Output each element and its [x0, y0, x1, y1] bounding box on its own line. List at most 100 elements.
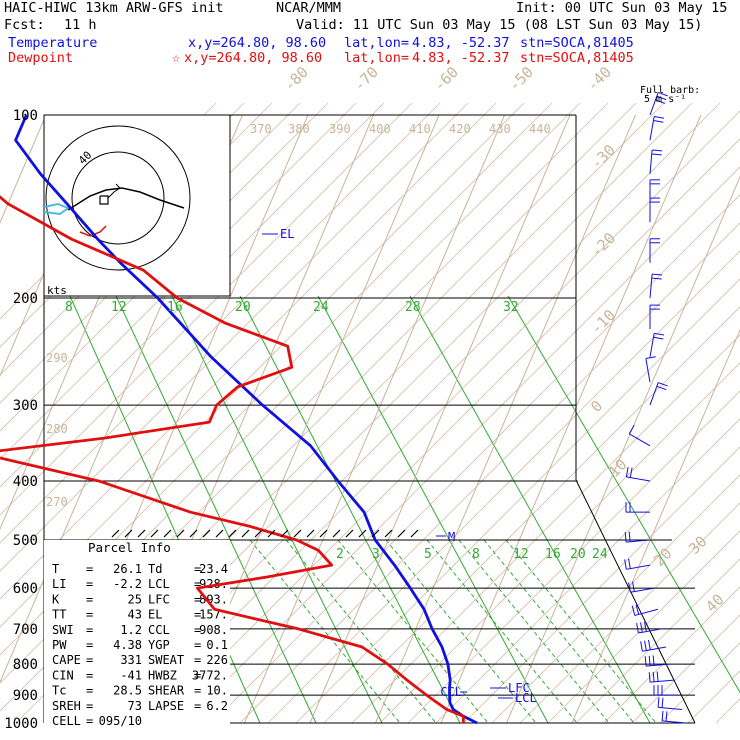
hatch-mark — [384, 529, 393, 538]
wind-barb-400 — [625, 466, 651, 482]
hodograph-ring-outer — [45, 125, 191, 271]
barb-flag — [636, 623, 639, 634]
barb-flag — [658, 382, 668, 387]
mixing-ratio-dash-20 — [483, 539, 635, 724]
dry-adiabat — [183, 166, 740, 724]
dry-adiabat — [323, 306, 740, 724]
isotherm-label-40: 40 — [702, 590, 728, 616]
parcel-info-value-cell: 095/10 — [99, 714, 142, 728]
adiabat-label-290: 290 — [46, 351, 68, 365]
barb-flag — [640, 641, 643, 652]
dewpoint-legend-name: Dewpoint — [8, 50, 74, 66]
hatch-mark — [280, 529, 289, 538]
parcel-info-label-shear: SHEAR — [148, 684, 185, 698]
mixing-ratio-line-28 — [409, 295, 651, 724]
isotherm--80 — [0, 114, 47, 224]
wind-barb-140 — [649, 179, 660, 204]
dry-adiabat — [547, 530, 740, 724]
adiabat-label-390: 390 — [329, 122, 351, 136]
dry-adiabat — [127, 110, 740, 724]
isotherm-20 — [440, 114, 702, 724]
fcst-label: Fcst: — [4, 17, 45, 33]
parcel-info-value-t: 26.1 — [113, 562, 142, 576]
hatch-mark — [306, 529, 315, 538]
mixing-ratio-label-20: 20 — [235, 300, 251, 315]
dry-adiabat — [211, 194, 740, 724]
temperature-legend-xy: x,y=264.80, 98.60 — [188, 35, 327, 51]
mixing-ratio-dash-12 — [426, 539, 578, 724]
parcel-info-label-lapse: LAPSE — [148, 699, 184, 713]
mixing-ratio-line-20 — [239, 295, 461, 724]
hatch-mark — [397, 529, 406, 538]
wind-barb-650 — [631, 604, 659, 616]
adiabat-label-410: 410 — [409, 122, 431, 136]
wind-barbs — [624, 91, 687, 724]
valid-time: Valid: 11 UTC Sun 03 May 15 (08 LST Sun … — [296, 17, 703, 33]
barb-flag — [656, 95, 667, 101]
parcel-info-label-t: T — [52, 562, 59, 576]
pressure-label-200: 200 — [13, 291, 38, 307]
adiabat-label-430: 430 — [489, 122, 511, 136]
mixing-ratio-lower-label-16: 16 — [545, 547, 561, 562]
barb-flag — [651, 153, 662, 156]
parcel-info-label-tc: Tc — [52, 684, 66, 698]
barb-flag — [661, 710, 664, 721]
parcel-info-equals: = — [86, 684, 93, 698]
mixing-ratio-label-32: 32 — [503, 300, 519, 315]
parcel-info-equals: = — [194, 623, 201, 637]
barb-staff — [638, 628, 663, 634]
dry-adiabat — [603, 586, 740, 724]
barb-staff — [649, 333, 655, 358]
dry-adiabat — [0, 102, 385, 488]
wind-barb-300 — [649, 382, 668, 406]
parcel-info-equals: = — [194, 638, 201, 652]
mixing-ratio-lower-label-12: 12 — [513, 547, 529, 562]
hatch-mark — [215, 529, 224, 538]
barb-flag — [656, 385, 667, 391]
isotherm-label-20: 20 — [650, 544, 676, 570]
parcel-info-value-pw: 4.38 — [113, 638, 142, 652]
parcel-info-equals: = — [194, 653, 201, 667]
barb-flag — [632, 581, 635, 592]
barb-flag — [624, 559, 627, 570]
barb-flag — [648, 639, 651, 650]
barb-staff — [658, 706, 683, 710]
mixing-ratio-dash-8 — [385, 539, 537, 724]
barb-flag — [648, 655, 651, 666]
adiabat-label-280: 280 — [46, 422, 68, 436]
annotation-el: EL — [280, 227, 294, 241]
barb-staff — [649, 116, 655, 141]
isotherm-lines — [0, 114, 740, 724]
hodograph-low-level — [43, 202, 71, 216]
dry-adiabat — [631, 614, 740, 724]
parcel-info-value-sreh: 73 — [128, 699, 142, 713]
dry-adiabat — [463, 446, 740, 724]
barb-flag — [654, 116, 665, 119]
wind-barb-175 — [649, 238, 660, 263]
parcel-info-value-swi: 1.2 — [120, 623, 142, 637]
mixing-ratio-label-16: 16 — [167, 300, 183, 315]
annotation-ccl: CCL — [440, 685, 462, 699]
hatch-mark — [150, 529, 159, 538]
parcel-info-label-cell: CELL — [52, 714, 81, 728]
parcel-info-value-shear: 10. — [206, 684, 228, 698]
wind-barb-550 — [624, 558, 651, 570]
adiabat-label-400: 400 — [369, 122, 391, 136]
temperature-legend-station: stn=SOCA,81405 — [520, 35, 634, 51]
dry-adiabat — [0, 102, 413, 516]
adiabat-label-440: 440 — [529, 122, 551, 136]
hodograph-units: kts — [47, 284, 67, 297]
freezing-level-hatch — [111, 529, 419, 538]
wind-barb-225 — [649, 304, 660, 330]
dry-adiabat — [0, 102, 497, 600]
parcel-info-equals: = — [194, 699, 201, 713]
hatch-mark — [371, 529, 380, 538]
barb-flag — [628, 424, 635, 435]
wind-barb-110 — [649, 116, 665, 141]
parcel-info-equals: = — [194, 592, 201, 606]
parcel-info-label-tt: TT — [52, 608, 66, 622]
barb-flag — [654, 332, 665, 336]
parcel-info-equals: = — [86, 562, 93, 576]
mixing-ratio-label-28: 28 — [405, 300, 421, 315]
